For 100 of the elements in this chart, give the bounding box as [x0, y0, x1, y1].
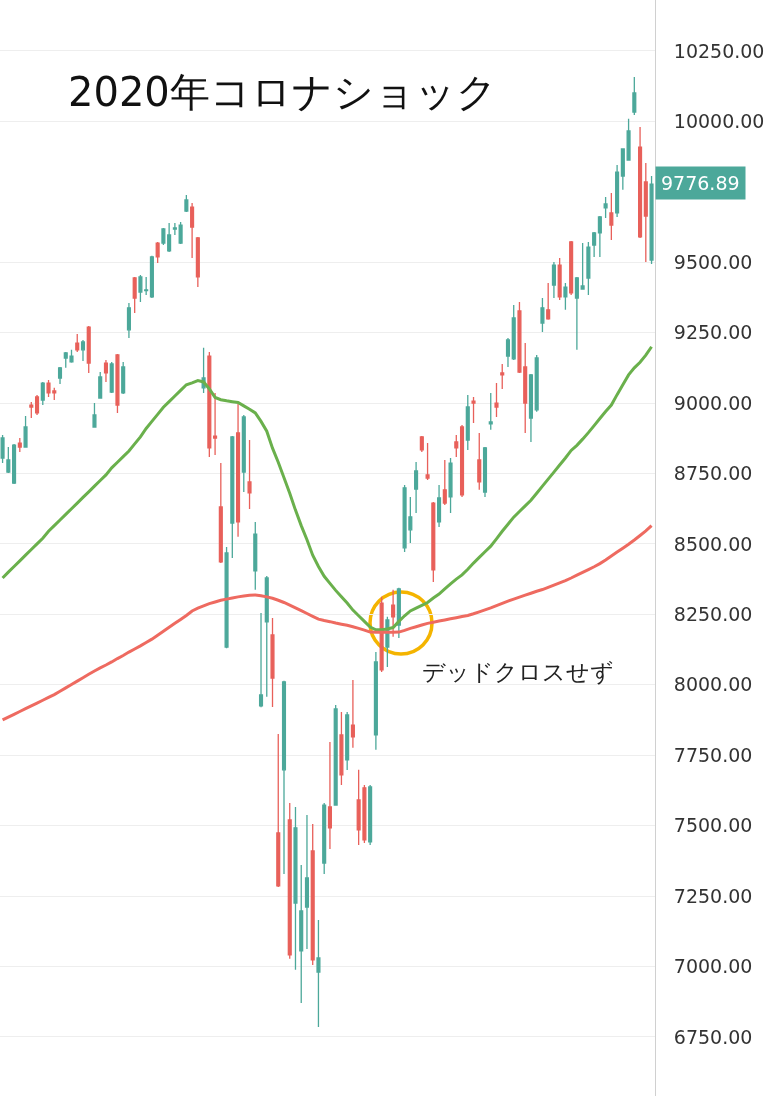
y-tick-label: 8000.00 [673, 673, 753, 696]
candlestick [293, 806, 298, 971]
candlestick [276, 733, 281, 888]
candlestick [247, 439, 252, 510]
candlestick [425, 442, 430, 481]
candlestick [195, 236, 200, 288]
y-tick-label: 7250.00 [673, 884, 753, 907]
candlestick [0, 434, 5, 464]
candlestick [442, 459, 447, 506]
candlestick [494, 382, 499, 418]
candlestick [615, 164, 620, 218]
candlestick [454, 434, 459, 458]
candlestick [391, 589, 396, 638]
candlestick [649, 175, 654, 265]
candlestick [569, 240, 574, 296]
candlestick [29, 401, 34, 419]
text: 2020年コロナショック [68, 69, 497, 115]
candlestick [144, 276, 149, 296]
y-tick-label: 10000.00 [673, 110, 765, 133]
candlestick [546, 282, 551, 321]
candlestick [592, 231, 597, 258]
candlestick [172, 222, 177, 236]
y-tick-label: 8250.00 [673, 602, 753, 625]
annotation: デッドクロスせず [422, 659, 614, 685]
candlestick [155, 241, 160, 264]
candlestick [448, 457, 453, 514]
candlestick [224, 546, 229, 649]
candlestick [643, 162, 648, 263]
candlestick [528, 373, 534, 443]
line-series [1, 524, 654, 722]
candlestick [258, 612, 264, 708]
candlestick [161, 227, 166, 246]
candlestick [396, 587, 401, 639]
candlestick [316, 919, 321, 1028]
candlestick [213, 392, 218, 456]
candlestick [638, 126, 643, 239]
candlestick [345, 711, 350, 771]
candlestick [281, 680, 287, 875]
candlestick [40, 381, 45, 406]
candlestick [505, 337, 511, 368]
candlestick [138, 274, 143, 303]
candlestick [580, 242, 585, 290]
candlestick [109, 361, 114, 394]
candlestick [620, 147, 625, 191]
candlestick [534, 354, 539, 413]
candlestick [86, 325, 91, 374]
candlestick [350, 679, 355, 749]
candlestick [557, 257, 562, 301]
candlestick [431, 501, 436, 583]
y-tick-label: 9250.00 [673, 321, 753, 344]
candlestick [190, 202, 195, 259]
candlestick [609, 192, 614, 241]
candlestick [57, 366, 63, 385]
text: 9776.89 [661, 172, 740, 194]
candlestick [92, 402, 97, 429]
candlestick [235, 403, 241, 538]
candlestick [287, 802, 292, 960]
candlestick [230, 435, 235, 559]
candlestick [511, 304, 516, 361]
candlestick [327, 741, 332, 850]
candlestick [437, 484, 442, 528]
candlestick [471, 396, 476, 424]
candlestick [207, 351, 212, 458]
candlestick [80, 339, 86, 362]
candlestick [574, 276, 579, 351]
candlestick [75, 333, 80, 353]
candlestick [563, 282, 568, 311]
candlestick [115, 353, 120, 414]
candlestick [597, 215, 602, 258]
candlestick [373, 651, 378, 751]
y-tick-label: 10250.00 [673, 39, 765, 62]
candlestick [322, 802, 327, 875]
y-tick-label: 7500.00 [673, 814, 753, 837]
candlestick [121, 361, 126, 395]
candlestick [477, 432, 482, 491]
candlestick [488, 392, 493, 431]
candlestick [465, 394, 470, 451]
candlestick [299, 864, 304, 1004]
candlestick [540, 297, 545, 333]
candlestick [603, 196, 608, 219]
y-tick-label: 9000.00 [673, 391, 753, 414]
candlestick [132, 276, 137, 314]
candlestick [241, 414, 246, 493]
candlestick [304, 814, 310, 950]
candlestick [270, 617, 275, 708]
y-tick-label: 6750.00 [673, 1025, 753, 1048]
candlestick [103, 359, 109, 383]
y-tick-label: 8750.00 [673, 462, 753, 485]
candlestick [149, 255, 154, 299]
y-tick-label: 7750.00 [673, 743, 753, 766]
candlestick [126, 302, 131, 339]
candlestick [339, 711, 344, 786]
y-tick-label: 7000.00 [673, 955, 753, 978]
candlestick [632, 76, 637, 116]
candlestick [23, 415, 28, 449]
y-tick-label: 8500.00 [673, 532, 753, 555]
candlestick [500, 363, 505, 390]
candlestick [626, 118, 631, 162]
candlestick [167, 222, 172, 253]
y-tick-label: 9500.00 [673, 250, 753, 273]
